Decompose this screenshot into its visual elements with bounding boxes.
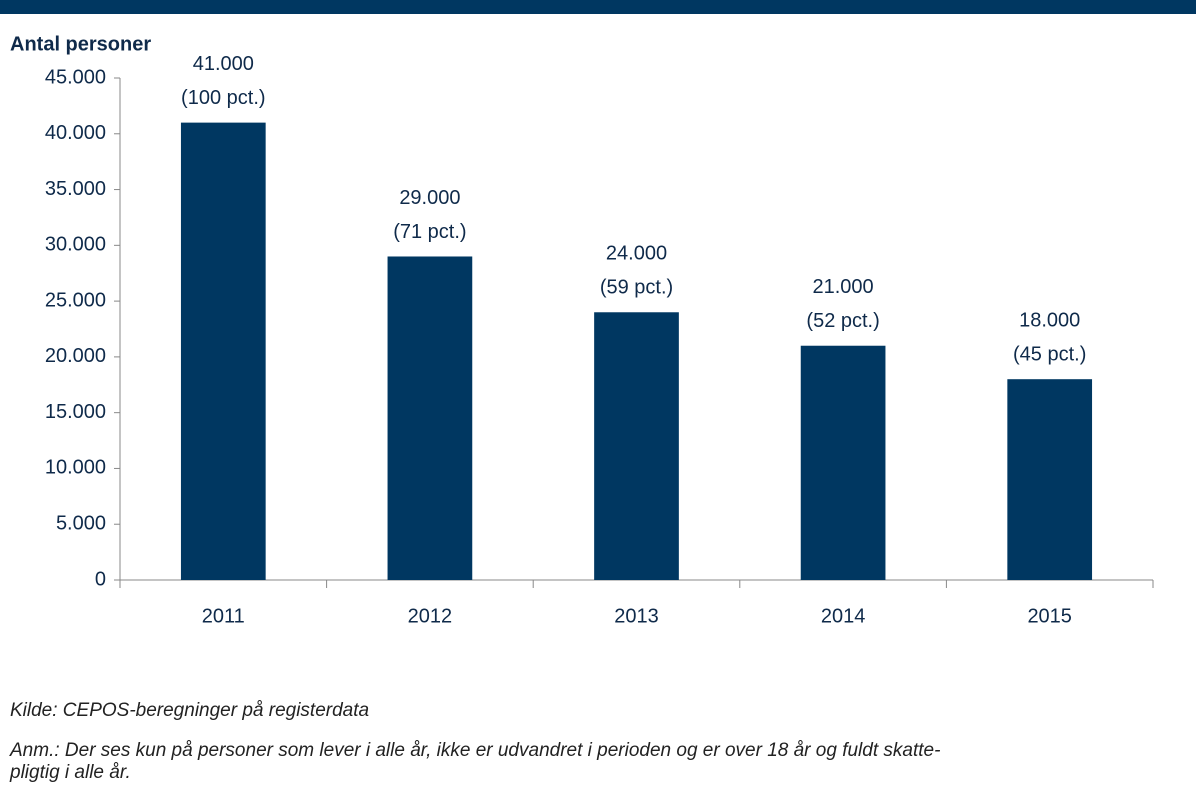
y-tick-label: 25.000 [45, 289, 106, 311]
note-line: Anm.: Der ses kun på personer som lever … [10, 740, 941, 761]
y-tick-label: 30.000 [45, 234, 106, 256]
x-tick-label: 2012 [408, 605, 453, 627]
value-label: 29.000 [399, 187, 460, 209]
header-band [0, 0, 1196, 14]
y-tick-label: 10.000 [45, 457, 106, 479]
bar [387, 256, 473, 580]
x-tick-label: 2015 [1027, 605, 1072, 627]
share-label: (52 pct.) [806, 310, 879, 332]
share-label: (71 pct.) [393, 221, 466, 243]
chart: Antal personer 0 5.000 10.000 15.000 20.000 2… [0, 0, 1196, 627]
value-label: 21.000 [813, 276, 874, 298]
y-tick-label: 35.000 [45, 178, 106, 200]
source-note: Kilde: CEPOS-beregninger på registerdata [10, 700, 370, 721]
note-line: pligtig i alle år. [10, 762, 131, 783]
share-label: (45 pct.) [1013, 343, 1086, 365]
bar [594, 312, 679, 580]
y-tick-label: 40.000 [45, 122, 106, 144]
bar [800, 345, 886, 580]
y-tick-label: 45.000 [45, 66, 106, 88]
share-label: (100 pct.) [181, 87, 265, 109]
y-tick-label: 0 [95, 568, 106, 590]
bar [180, 122, 266, 580]
x-tick-label: 2011 [202, 605, 245, 627]
bar [1007, 379, 1093, 580]
value-label: 18.000 [1019, 309, 1080, 331]
y-tick-label: 5.000 [56, 513, 106, 535]
x-tick-label: 2013 [614, 605, 659, 627]
y-axis-title: Antal personer [10, 33, 151, 55]
value-label: 41.000 [193, 53, 254, 75]
x-tick-label: 2014 [821, 605, 866, 627]
share-label: (59 pct.) [600, 277, 673, 299]
value-label: 24.000 [606, 243, 667, 265]
y-tick-label: 20.000 [45, 345, 106, 367]
y-tick-label: 15.000 [45, 401, 106, 423]
